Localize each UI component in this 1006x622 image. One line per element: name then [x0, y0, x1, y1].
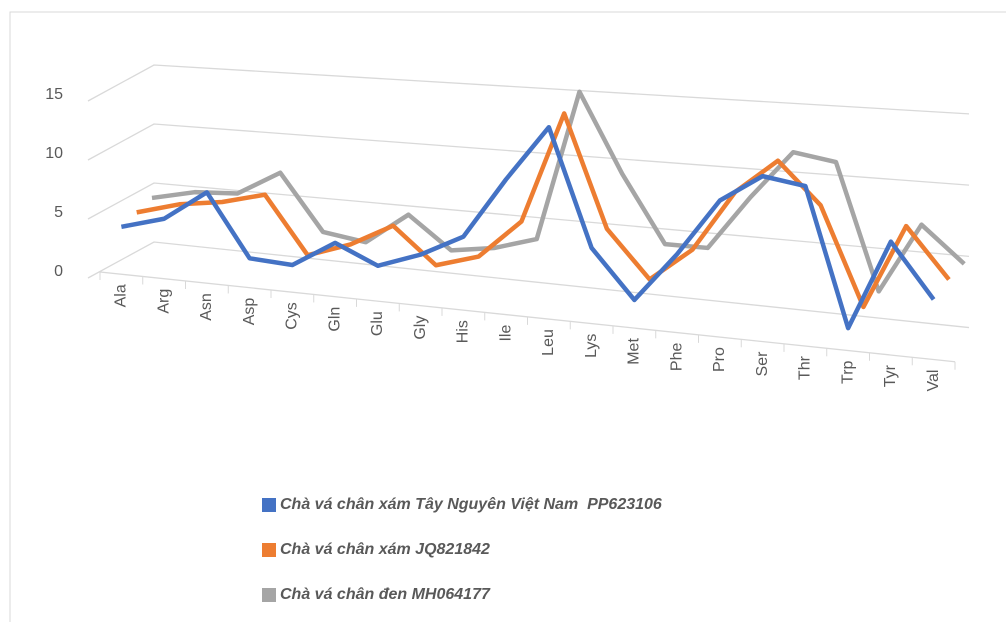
x-tick-label: His: [455, 320, 472, 343]
x-tick-label: Ala: [113, 284, 130, 307]
x-tick-label: Arg: [155, 289, 172, 314]
series-line: [151, 89, 966, 294]
x-tick-label: Trp: [839, 360, 856, 384]
x-tick-label: Phe: [668, 342, 685, 371]
y-tick-label: 15: [45, 86, 63, 103]
x-tick-label: Glu: [369, 311, 386, 336]
series-line: [120, 124, 936, 331]
legend-label: Chà vá chân đen MH064177: [280, 586, 491, 603]
chart-border: [9, 11, 1006, 622]
x-tick-label: Lys: [583, 334, 600, 358]
x-tick-label: Leu: [540, 329, 557, 356]
legend-swatch: [262, 588, 276, 602]
x-tick-label: Gln: [326, 307, 343, 332]
y-tick-label: 0: [54, 263, 63, 280]
series-line: [136, 111, 951, 310]
x-tick-label: Met: [626, 338, 643, 365]
x-tick-label: Thr: [797, 355, 814, 380]
legend-swatch: [262, 543, 276, 557]
x-tick-label: Tyr: [882, 364, 899, 387]
grid-line: [87, 241, 970, 329]
x-tick-label: Asn: [198, 293, 215, 321]
x-tick-label: Val: [925, 370, 942, 392]
x-tick-label: Ile: [497, 325, 514, 342]
x-tick-label: Pro: [711, 347, 728, 372]
legend-swatch: [262, 498, 276, 512]
x-tick-label: Asp: [241, 298, 258, 326]
legend-label: Chà vá chân xám JQ821842: [280, 541, 490, 558]
x-tick-label: Ser: [754, 351, 771, 377]
y-tick-label: 10: [45, 145, 63, 162]
grid-line: [87, 64, 970, 115]
grid-line: [87, 123, 970, 186]
x-tick-label: Cys: [284, 302, 301, 330]
x-tick-label: Gly: [412, 316, 429, 340]
y-tick-label: 5: [54, 204, 63, 221]
legend-label: Chà vá chân xám Tây Nguyên Việt Nam PP62…: [280, 496, 662, 513]
